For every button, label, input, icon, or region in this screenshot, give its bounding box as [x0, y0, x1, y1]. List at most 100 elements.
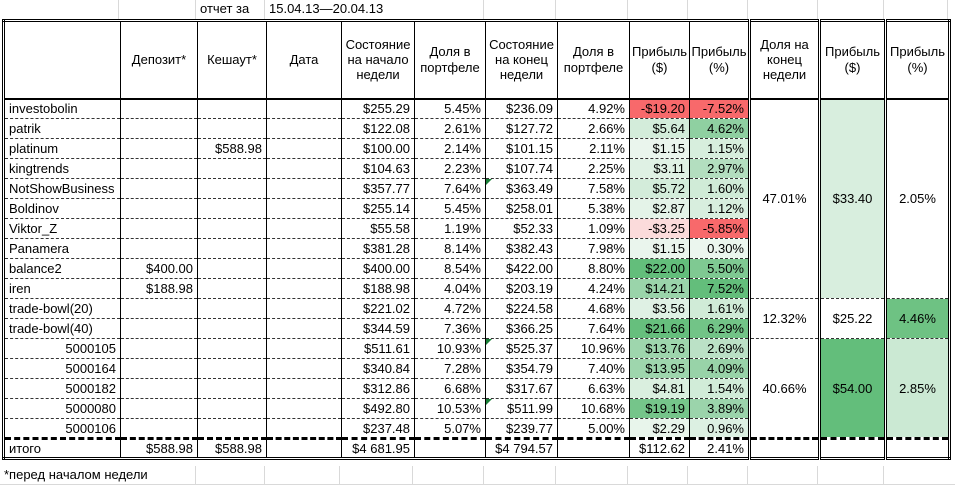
state-end-cell[interactable]: $317.67 [485, 378, 558, 399]
cashout-cell[interactable] [197, 118, 267, 139]
profit-usd-cell[interactable]: $3.11 [629, 158, 690, 179]
total-date-cell[interactable] [266, 437, 342, 459]
share-end-cell[interactable]: 7.98% [557, 238, 630, 259]
total-profit-pct-cell[interactable]: 2.41% [689, 437, 750, 459]
col-header-group-profit-pct[interactable]: Прибыль (%) [884, 20, 950, 100]
profit-usd-cell[interactable]: -$3.25 [629, 218, 690, 239]
share-end-cell[interactable]: 4.92% [557, 98, 630, 119]
share-begin-cell[interactable]: 2.61% [414, 118, 486, 139]
share-end-cell[interactable]: 4.24% [557, 278, 630, 299]
grid-cell[interactable] [748, 0, 818, 19]
group-profit-pct-cell[interactable]: 4.46% [884, 298, 950, 339]
profit-pct-cell[interactable]: 2.69% [689, 338, 750, 359]
share-end-cell[interactable]: 7.40% [557, 358, 630, 379]
profit-usd-cell[interactable]: $5.64 [629, 118, 690, 139]
profit-usd-cell[interactable]: $1.15 [629, 238, 690, 259]
cashout-cell[interactable] [197, 98, 267, 119]
cashout-cell[interactable] [197, 238, 267, 259]
state-begin-cell[interactable]: $381.28 [341, 238, 415, 259]
group-profit-usd-cell[interactable]: $33.40 [818, 98, 886, 299]
deposit-cell[interactable] [120, 198, 198, 219]
state-end-cell[interactable]: $354.79 [485, 358, 558, 379]
profit-usd-cell[interactable]: $2.29 [629, 418, 690, 439]
account-name-cell[interactable]: 5000164 [3, 358, 121, 379]
profit-pct-cell[interactable]: 0.30% [689, 238, 750, 259]
report-period-cell[interactable]: 15.04.13—20.04.13 [265, 0, 484, 19]
share-end-cell[interactable]: 2.25% [557, 158, 630, 179]
state-begin-cell[interactable]: $492.80 [341, 398, 415, 419]
state-begin-cell[interactable]: $357.77 [341, 178, 415, 199]
grid-cell[interactable] [484, 0, 556, 19]
account-name-cell[interactable]: 5000182 [3, 378, 121, 399]
account-name-cell[interactable]: trade-bowl(40) [3, 318, 121, 339]
share-begin-cell[interactable]: 5.45% [414, 198, 486, 219]
date-cell[interactable] [266, 278, 342, 299]
deposit-cell[interactable] [120, 338, 198, 359]
grid-cell[interactable] [748, 466, 818, 484]
group-share-cell[interactable]: 47.01% [748, 98, 820, 299]
share-end-cell[interactable]: 2.66% [557, 118, 630, 139]
share-end-cell[interactable]: 5.00% [557, 418, 630, 439]
grid-cell[interactable] [884, 0, 948, 19]
share-begin-cell[interactable]: 1.19% [414, 218, 486, 239]
deposit-cell[interactable] [120, 358, 198, 379]
corner-cell[interactable] [3, 20, 121, 100]
state-end-cell[interactable]: $366.25 [485, 318, 558, 339]
profit-usd-cell[interactable]: $13.76 [629, 338, 690, 359]
grid-cell[interactable] [688, 466, 748, 484]
deposit-cell[interactable] [120, 298, 198, 319]
deposit-cell[interactable] [120, 138, 198, 159]
col-header-share-end[interactable]: Доля в портфеле [557, 20, 630, 100]
total-profit-usd-cell[interactable]: $112.62 [629, 437, 690, 459]
share-end-cell[interactable]: 5.38% [557, 198, 630, 219]
state-begin-cell[interactable]: $255.29 [341, 98, 415, 119]
profit-usd-cell[interactable]: $1.15 [629, 138, 690, 159]
deposit-cell[interactable]: $400.00 [120, 258, 198, 279]
profit-usd-cell[interactable]: $5.72 [629, 178, 690, 199]
deposit-cell[interactable] [120, 218, 198, 239]
cashout-cell[interactable] [197, 318, 267, 339]
date-cell[interactable] [266, 178, 342, 199]
date-cell[interactable] [266, 158, 342, 179]
share-end-cell[interactable]: 10.96% [557, 338, 630, 359]
deposit-cell[interactable] [120, 318, 198, 339]
date-cell[interactable] [266, 318, 342, 339]
cashout-cell[interactable]: $588.98 [197, 138, 267, 159]
date-cell[interactable] [266, 198, 342, 219]
profit-usd-cell[interactable]: $3.56 [629, 298, 690, 319]
account-name-cell[interactable]: NotShowBusiness [3, 178, 121, 199]
group-profit-usd-cell[interactable]: $25.22 [818, 298, 886, 339]
date-cell[interactable] [266, 118, 342, 139]
grid-cell[interactable] [196, 466, 265, 484]
state-end-cell[interactable]: $101.15 [485, 138, 558, 159]
total-deposit-cell[interactable]: $588.98 [120, 437, 198, 459]
state-end-cell[interactable]: $382.43 [485, 238, 558, 259]
profit-pct-cell[interactable]: 7.52% [689, 278, 750, 299]
grid-cell[interactable] [413, 466, 484, 484]
date-cell[interactable] [266, 238, 342, 259]
state-begin-cell[interactable]: $188.98 [341, 278, 415, 299]
profit-pct-cell[interactable]: 1.61% [689, 298, 750, 319]
profit-pct-cell[interactable]: 4.62% [689, 118, 750, 139]
profit-pct-cell[interactable]: 1.54% [689, 378, 750, 399]
date-cell[interactable] [266, 418, 342, 439]
deposit-cell[interactable] [120, 418, 198, 439]
share-begin-cell[interactable]: 4.72% [414, 298, 486, 319]
state-begin-cell[interactable]: $237.48 [341, 418, 415, 439]
account-name-cell[interactable]: 5000105 [3, 338, 121, 359]
share-begin-cell[interactable]: 7.36% [414, 318, 486, 339]
grid-cell[interactable] [818, 466, 884, 484]
state-begin-cell[interactable]: $122.08 [341, 118, 415, 139]
col-header-share-begin[interactable]: Доля в портфеле [414, 20, 486, 100]
profit-usd-cell[interactable]: $19.19 [629, 398, 690, 419]
profit-pct-cell[interactable]: 3.89% [689, 398, 750, 419]
share-begin-cell[interactable]: 2.14% [414, 138, 486, 159]
cashout-cell[interactable] [197, 258, 267, 279]
deposit-cell[interactable] [120, 398, 198, 419]
cashout-cell[interactable] [197, 378, 267, 399]
grid-cell[interactable] [818, 0, 884, 19]
account-name-cell[interactable]: investobolin [3, 98, 121, 119]
grid-cell[interactable] [688, 0, 748, 19]
profit-usd-cell[interactable]: $13.95 [629, 358, 690, 379]
group-profit-pct-cell[interactable]: 2.05% [884, 98, 950, 299]
